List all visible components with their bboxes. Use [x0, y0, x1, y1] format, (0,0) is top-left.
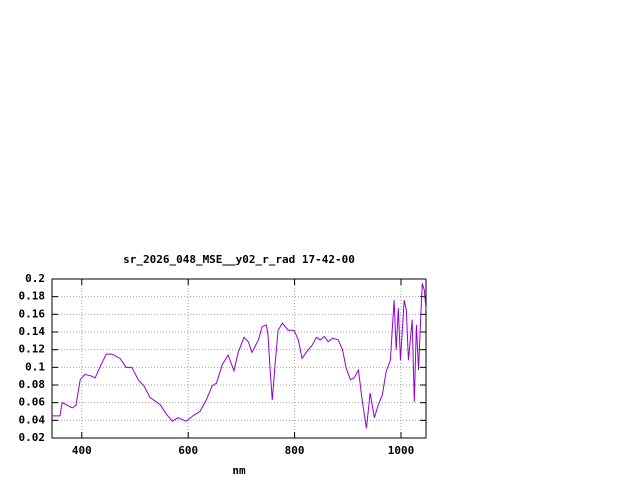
y-tick-label: 0.04: [19, 413, 46, 426]
x-tick-label: 800: [285, 444, 305, 457]
x-tick-label: 1000: [388, 444, 415, 457]
y-tick-label: 0.1: [25, 360, 45, 373]
y-tick-label: 0.14: [19, 325, 46, 338]
chart-title: sr_2026_048_MSE__y02_r_rad 17-42-00: [123, 253, 355, 266]
x-tick-label: 600: [178, 444, 198, 457]
y-tick-label: 0.18: [19, 290, 46, 303]
x-tick-label: 400: [72, 444, 92, 457]
data-line: [52, 283, 427, 429]
x-axis-label: nm: [232, 464, 246, 477]
y-tick-label: 0.08: [19, 378, 46, 391]
plot-border: [51, 278, 427, 439]
y-tick-label: 0.02: [19, 431, 46, 444]
y-tick-label: 0.06: [19, 396, 46, 409]
y-tick-label: 0.16: [19, 307, 46, 320]
y-tick-label: 0.2: [25, 272, 45, 285]
y-tick-label: 0.12: [19, 343, 46, 356]
